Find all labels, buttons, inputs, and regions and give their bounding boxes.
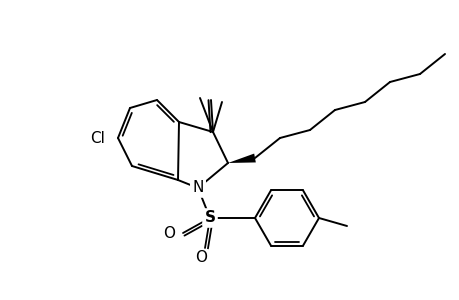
Text: S: S bbox=[204, 211, 215, 226]
Polygon shape bbox=[228, 154, 255, 163]
Text: O: O bbox=[162, 226, 174, 241]
Text: O: O bbox=[195, 250, 207, 266]
Text: Cl: Cl bbox=[90, 130, 105, 146]
Text: N: N bbox=[192, 181, 203, 196]
